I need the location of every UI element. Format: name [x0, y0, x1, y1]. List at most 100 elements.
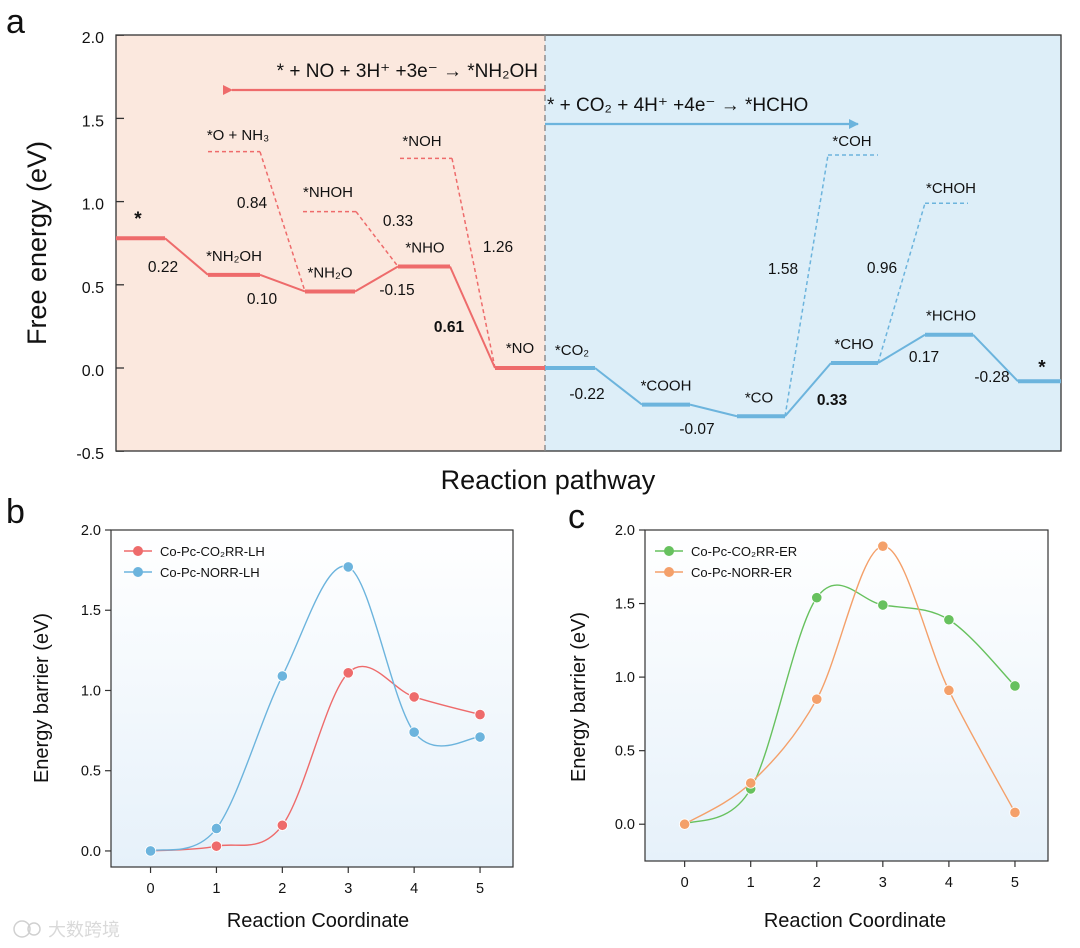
plot-c-x-tick-label: 2: [813, 875, 821, 891]
plot-b-legend-marker: [133, 567, 143, 577]
co2rr-connector: [689, 403, 738, 418]
plot-c-legend-label: Co-Pc-CO₂RR-ER: [691, 544, 797, 559]
nrr-level-label: *NH₂O: [308, 264, 353, 281]
co2rr-branch-connector: [784, 154, 829, 417]
plot-a-y-tick-label: -0.5: [76, 446, 104, 463]
co2rr-region-background: [545, 35, 1061, 451]
plot-c-data-point: [679, 818, 691, 830]
plot-b-x-tick-label: 2: [278, 881, 286, 897]
plot-b-x-tick-label: 0: [147, 881, 155, 897]
nrr-branch-barrier: 1.26: [483, 239, 513, 256]
plot-b-y-tick-label: 2.0: [81, 523, 101, 539]
plot-c-data-point: [811, 693, 823, 705]
energy-diagram: * *NH₂OH *NH₂O *NHO *NO 0.22 0.10 -0.15 0.61 *O +…: [116, 127, 1061, 438]
plot-c-data-point: [1009, 680, 1021, 692]
plot-c-x-tick-label: 1: [747, 875, 755, 891]
plot-c-legend-label: Co-Pc-NORR-ER: [691, 565, 792, 580]
plot-a-y-tick-label: 1.5: [82, 113, 104, 130]
plot-c-data-point: [943, 684, 955, 696]
co2rr-connector: [877, 333, 926, 364]
watermark-logo-icon: [13, 920, 31, 938]
nrr-connector: [164, 237, 209, 276]
plot-b-x-tick-label: 1: [212, 881, 220, 897]
plot-c-legend-marker: [664, 546, 674, 556]
co2rr-level-label: *HCHO: [926, 308, 976, 325]
co2rr-step-value: 0.33: [817, 392, 848, 409]
co2rr-step-value: -0.22: [569, 386, 604, 403]
co2rr-step-value: -0.07: [679, 421, 714, 438]
co2rr-level-label: *CO: [745, 389, 773, 406]
plot-c-x-tick-label: 0: [681, 875, 689, 891]
nrr-branch-label: *NOH: [402, 133, 441, 150]
plot-a-frame: [115, 34, 1062, 452]
plot-b-y-tick-label: 0.0: [81, 844, 101, 860]
nrr-branch-label: *NHOH: [303, 184, 353, 201]
plot-c-y-tick-label: 1.0: [615, 670, 635, 686]
plot-c-legend-marker: [664, 567, 674, 577]
nrr-step-value: -0.15: [379, 282, 414, 299]
panel-label-a: a: [6, 3, 25, 41]
nrr-level-label: *NHO: [405, 239, 444, 256]
nrr-step-value: 0.22: [148, 259, 178, 276]
plot-a-xlabel: Reaction pathway: [441, 465, 656, 495]
plot-c-x-tick-label: 3: [879, 875, 887, 891]
plot-b-frame: [110, 529, 514, 868]
nrr-step-value: 0.10: [247, 291, 278, 308]
nrr-branch-connector: [259, 151, 306, 292]
plot-a-y-axis: -0.5 0.0 0.5 1.0 1.5 2.0: [76, 30, 124, 463]
plot-a-y-tick-label: 2.0: [82, 30, 104, 47]
plot-b-y-tick-label: 0.5: [81, 764, 101, 780]
plot-c-y-tick-label: 2.0: [615, 523, 635, 539]
nrr-level-label: *: [134, 209, 142, 230]
nrr-branch-barrier: 0.33: [383, 213, 413, 230]
plot-a-y-tick-label: 0.0: [82, 363, 104, 380]
plot-b-data-point: [408, 691, 420, 703]
plot-c-y-tick-label: 0.5: [615, 744, 635, 760]
nrr-connector: [449, 266, 496, 369]
co2rr-branch-label: *COH: [832, 133, 871, 150]
plot-a-ylabel: Free energy (eV): [22, 141, 52, 345]
plot-b-x-tick-label: 3: [344, 881, 352, 897]
nrr-step-value: 0.61: [434, 319, 465, 336]
plot-c-data-point: [1009, 806, 1021, 819]
plot-c-data-point: [745, 777, 757, 789]
nrr-connector: [259, 273, 306, 293]
co2rr-branch-label: *CHOH: [926, 180, 976, 197]
plot-b-data-point: [210, 840, 223, 852]
plot-b-data-point: [276, 819, 288, 831]
co2rr-level-label: *COOH: [641, 378, 692, 395]
co2rr-connector: [972, 334, 1019, 383]
plot-c-xlabel: Reaction Coordinate: [764, 910, 946, 932]
nrr-connector: [354, 265, 399, 293]
plot-c-data-point: [877, 599, 889, 611]
plot-c-data-point: [877, 540, 889, 552]
plot-b-data-point: [408, 726, 420, 738]
plot-b-data-point: [474, 708, 486, 721]
nrr-level-label: *NH₂OH: [206, 248, 262, 265]
plot-c-frame: [644, 529, 1049, 862]
co2rr-level-label: *CO₂: [555, 342, 589, 359]
plot-b-legend-label: Co-Pc-NORR-LH: [160, 565, 260, 580]
plot-b-data-point: [144, 845, 157, 857]
co2rr-step-value: -0.28: [974, 369, 1009, 386]
nrr-branch-label: *O + NH₃: [207, 127, 269, 144]
nrr-branch-barrier: 0.84: [237, 195, 268, 212]
co2rr-branch-barrier: 1.58: [768, 261, 798, 278]
plot-b-xlabel: Reaction Coordinate: [227, 910, 409, 932]
plot-b-ylabel: Energy barrier (eV): [31, 613, 53, 783]
plot-a-y-tick-label: 1.0: [82, 197, 104, 214]
plot-b-data-point: [210, 822, 223, 835]
plot-c-data-point: [943, 614, 955, 626]
plot-b-x-tick-label: 5: [476, 881, 484, 897]
nrr-region-background: [116, 35, 545, 451]
plot-b-legend-label: Co-Pc-CO₂RR-LH: [160, 544, 265, 559]
plot-b-data-point: [276, 670, 288, 682]
co2rr-step-value: 0.17: [909, 349, 939, 366]
plot-c-data-point: [811, 592, 823, 604]
nrr-branch-connector: [451, 158, 496, 369]
plot-b-legend-marker: [133, 546, 143, 556]
plot-b-x-tick-label: 4: [410, 881, 418, 897]
plot-a-y-tick-label: 0.5: [82, 280, 104, 297]
co2rr-equation: * + CO₂ + 4H⁺ +4e⁻ → *HCHO: [547, 95, 808, 116]
